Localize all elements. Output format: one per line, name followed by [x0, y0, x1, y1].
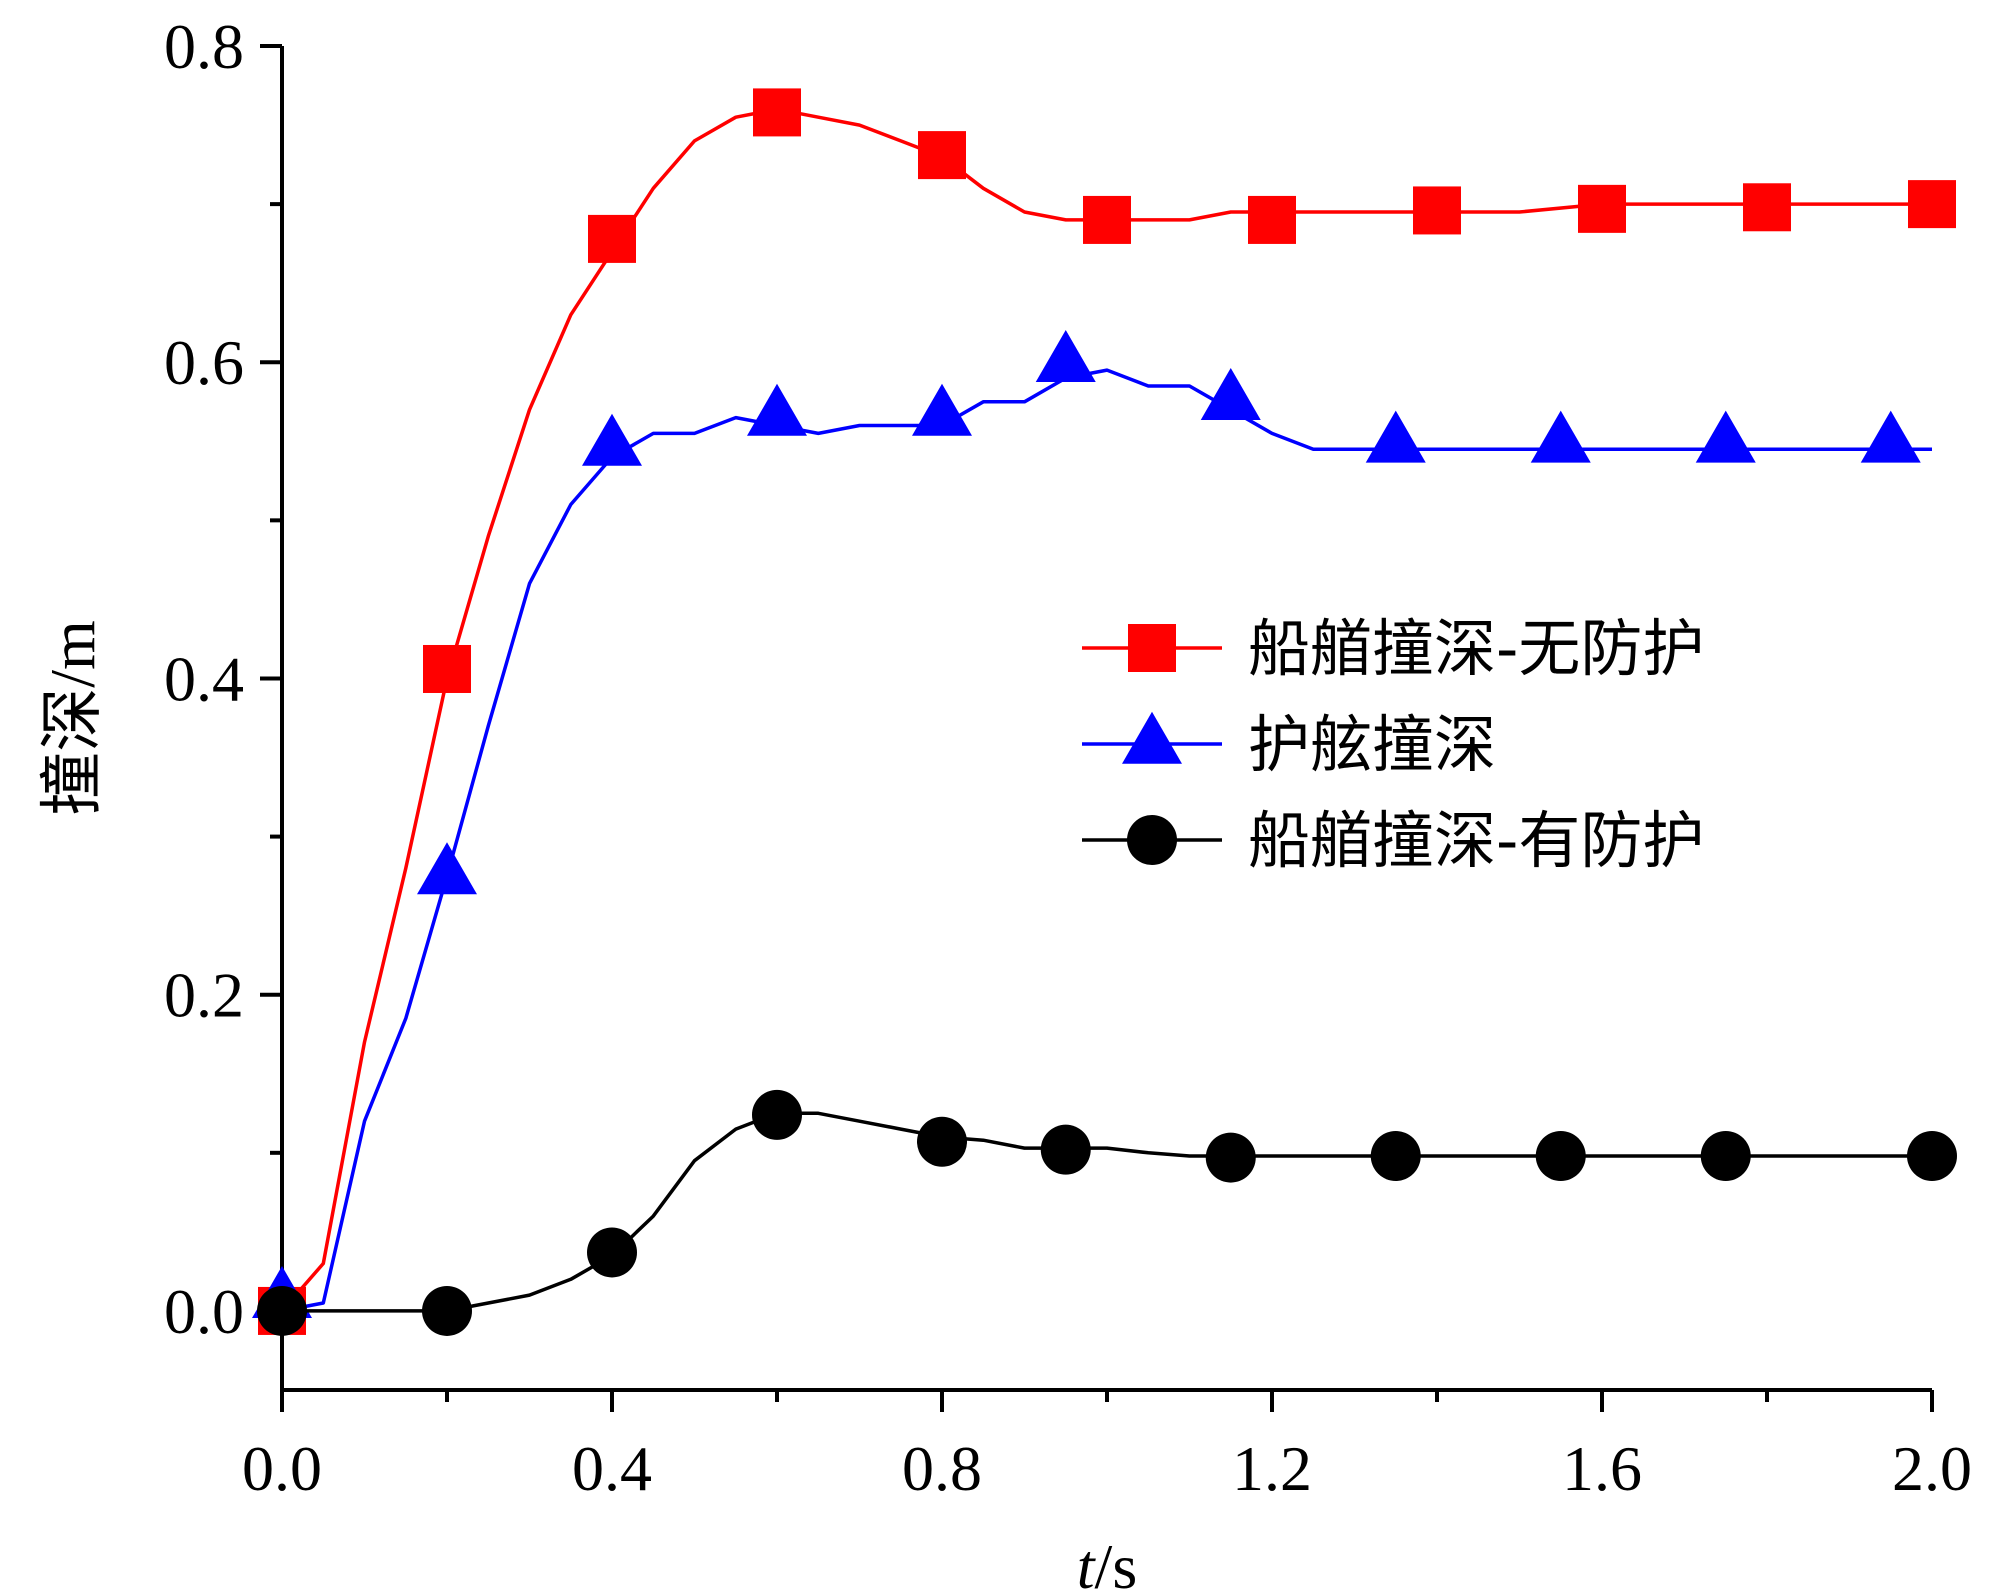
x-tick-label: 0.0	[242, 1433, 322, 1504]
legend-marker-2	[1122, 711, 1182, 764]
series-3-point	[1040, 1124, 1091, 1175]
axes: 0.0 0.4 0.8 1.2 1.6 2.0 0.0 0.2 0.4 0.6 0.8	[164, 11, 1972, 1504]
series-3	[257, 1089, 1957, 1336]
series-1-point	[1578, 184, 1626, 233]
x-axis-title-variable: t	[1077, 1531, 1097, 1594]
legend-marker-1	[1128, 624, 1176, 672]
y-axis-title: 撞深/m	[37, 620, 108, 816]
x-tick-label: 2.0	[1892, 1433, 1972, 1504]
series-2-point	[1200, 367, 1261, 420]
legend-label-3: 船艏撞深-有防护	[1248, 804, 1704, 877]
series-layer	[252, 88, 1957, 1336]
series-1-point	[1743, 183, 1791, 232]
series-2-point	[912, 383, 972, 436]
series-1-line	[280, 107, 1932, 1313]
series-2-point	[1530, 410, 1591, 463]
series-2-point	[582, 413, 642, 466]
y-tick-label: 0.2	[164, 960, 244, 1031]
x-tick-label: 0.4	[572, 1433, 652, 1504]
series-1-point	[753, 88, 801, 137]
series-2-point	[1365, 410, 1426, 463]
x-axis-title-unit: /s	[1095, 1531, 1138, 1594]
series-2-point	[417, 842, 477, 895]
series-3-point	[422, 1285, 472, 1336]
series-3-point	[1205, 1132, 1256, 1183]
y-tick-label: 0.4	[164, 643, 244, 714]
series-3-line	[282, 1111, 1932, 1313]
legend-label-1: 船艏撞深-无防护	[1248, 612, 1704, 685]
series-2	[252, 329, 1932, 1319]
series-2-line	[281, 368, 1932, 1313]
series-3-point	[587, 1227, 637, 1278]
y-tick-label: 0.6	[164, 327, 244, 398]
series-1-point	[588, 214, 636, 263]
y-tick-label: 0.0	[164, 1276, 244, 1347]
series-3-point	[257, 1285, 307, 1336]
series-2-point	[1695, 410, 1756, 463]
legend-marker-3	[1127, 815, 1177, 865]
series-1-point	[918, 131, 966, 180]
series-3-point	[917, 1116, 967, 1167]
x-axis-title: t/s	[1077, 1531, 1137, 1594]
series-1-point	[1908, 180, 1956, 229]
legend-label-2: 护舷撞深	[1248, 708, 1496, 781]
x-tick-label: 0.8	[902, 1433, 982, 1504]
x-tick-label: 1.2	[1232, 1433, 1312, 1504]
series-2-point	[747, 383, 807, 436]
series-3-point	[1370, 1130, 1421, 1181]
series-3-point	[752, 1089, 802, 1140]
series-1-point	[1083, 195, 1131, 244]
series-1-point	[423, 644, 471, 693]
series-2-point	[1035, 329, 1096, 382]
series-1-point	[1413, 186, 1461, 235]
series-2-point	[1860, 410, 1921, 463]
series-3-point	[1907, 1130, 1957, 1181]
x-tick-label: 1.6	[1562, 1433, 1642, 1504]
series-1-point	[1248, 195, 1296, 244]
series-3-point	[1700, 1130, 1751, 1181]
y-tick-label: 0.8	[164, 11, 244, 82]
series-3-point	[1535, 1130, 1586, 1181]
